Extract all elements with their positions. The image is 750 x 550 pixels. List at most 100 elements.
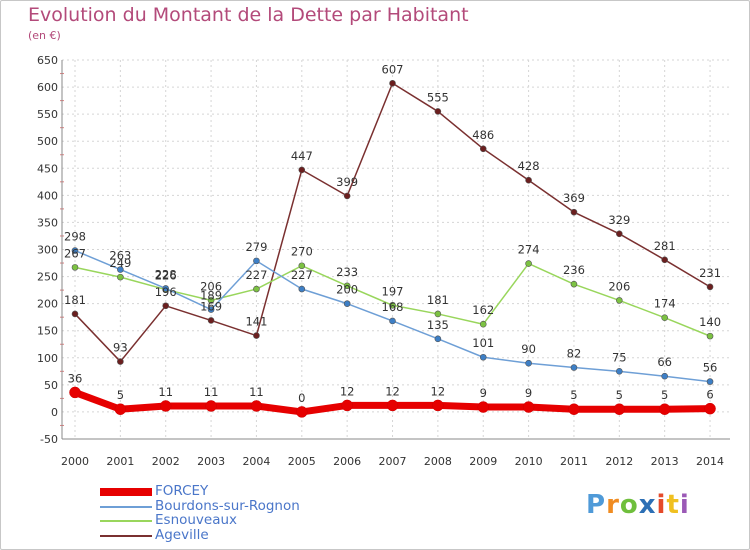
y-tick-label: 100 — [37, 352, 58, 365]
data-label: 66 — [657, 355, 672, 369]
data-point — [704, 402, 716, 415]
data-point — [434, 335, 442, 343]
data-point — [117, 266, 124, 273]
data-label: 399 — [336, 175, 358, 189]
chart-title: Evolution du Montant de la Dette par Hab… — [28, 4, 469, 26]
y-tick-label: 500 — [37, 135, 58, 148]
data-point — [117, 273, 124, 281]
data-point — [207, 306, 215, 313]
data-label: 555 — [427, 90, 449, 104]
data-label: 486 — [472, 128, 494, 142]
data-label: 135 — [427, 318, 449, 332]
data-point — [616, 297, 623, 304]
data-label: 11 — [204, 385, 219, 399]
data-label: 298 — [64, 230, 86, 244]
data-point — [343, 192, 351, 200]
data-label: 279 — [245, 240, 267, 254]
data-label: 12 — [385, 384, 400, 398]
data-label: 174 — [654, 297, 676, 311]
data-point — [386, 399, 399, 412]
data-label: 169 — [200, 299, 222, 313]
legend-label: Ageville — [155, 526, 209, 543]
legend-label: Esnouveaux — [155, 512, 238, 528]
data-point — [706, 332, 714, 340]
y-tick-label: 50 — [44, 379, 58, 392]
data-point — [343, 282, 351, 290]
data-label: 101 — [472, 336, 494, 350]
legend-swatch — [100, 520, 152, 522]
data-point — [522, 401, 535, 413]
legend-label: Bourdons-sur-Rognon — [155, 497, 300, 514]
data-label: 447 — [291, 149, 313, 163]
legend-swatch — [100, 505, 152, 508]
data-label: 162 — [472, 303, 494, 317]
data-label: 197 — [382, 284, 404, 298]
data-point — [250, 400, 263, 412]
data-point — [207, 297, 215, 304]
data-point — [706, 378, 714, 385]
data-point — [389, 301, 396, 309]
data-point — [253, 332, 260, 339]
x-tick-label: 2006 — [333, 455, 361, 468]
data-label: 5 — [661, 388, 668, 402]
data-point — [525, 176, 532, 184]
data-label: 227 — [245, 268, 267, 282]
data-label: 281 — [654, 239, 676, 253]
y-tick-label: 200 — [37, 298, 58, 311]
data-point — [296, 406, 308, 418]
data-point — [114, 403, 127, 415]
y-tick-label: 350 — [37, 216, 58, 229]
data-label: 267 — [64, 246, 86, 260]
data-label: 90 — [521, 342, 536, 356]
data-label: 249 — [109, 256, 131, 270]
data-label: 0 — [298, 391, 305, 405]
x-tick-label: 2007 — [379, 455, 407, 468]
y-tick-label: 400 — [37, 189, 58, 202]
data-label: 270 — [291, 245, 313, 259]
x-tick-label: 2014 — [696, 455, 724, 468]
data-label: 181 — [427, 293, 449, 307]
brand-letter: r — [606, 490, 620, 520]
data-label: 226 — [155, 269, 177, 283]
x-tick-label: 2009 — [469, 455, 497, 468]
data-label: 36 — [68, 371, 83, 385]
data-point — [706, 283, 714, 291]
data-point — [479, 320, 487, 328]
data-point — [570, 280, 578, 288]
y-tick-label: 300 — [37, 244, 58, 257]
data-point — [207, 317, 215, 324]
y-tick-label: 650 — [37, 54, 58, 67]
data-label: 5 — [570, 388, 577, 402]
data-label: 9 — [480, 386, 487, 400]
data-label: 206 — [608, 279, 630, 293]
data-point — [661, 314, 668, 322]
x-tick-label: 2008 — [424, 455, 452, 468]
data-label: 369 — [563, 191, 585, 205]
x-tick-label: 2005 — [288, 455, 316, 468]
brand-letter: i — [679, 490, 690, 520]
data-point — [71, 310, 79, 318]
data-point — [298, 285, 306, 293]
data-label: 607 — [382, 62, 404, 76]
data-point — [343, 300, 351, 307]
data-point — [613, 403, 626, 415]
data-label: 12 — [431, 384, 446, 398]
data-label: 11 — [249, 385, 264, 399]
data-point — [434, 108, 442, 115]
data-label: 200 — [336, 283, 358, 297]
brand-letter: x — [638, 490, 657, 520]
data-label: 206 — [200, 279, 222, 293]
x-tick-label: 2012 — [605, 455, 633, 468]
data-point — [658, 403, 671, 415]
brand-letter: t — [666, 490, 680, 520]
data-label: 140 — [699, 315, 721, 329]
data-point — [525, 359, 532, 367]
data-point — [69, 386, 81, 399]
brand-letter: o — [619, 490, 639, 520]
data-point — [432, 399, 444, 412]
x-tick-label: 2001 — [106, 455, 134, 468]
data-point — [479, 353, 487, 361]
data-label: 141 — [245, 315, 267, 329]
x-tick-label: 2004 — [242, 455, 270, 468]
data-point — [525, 260, 532, 267]
